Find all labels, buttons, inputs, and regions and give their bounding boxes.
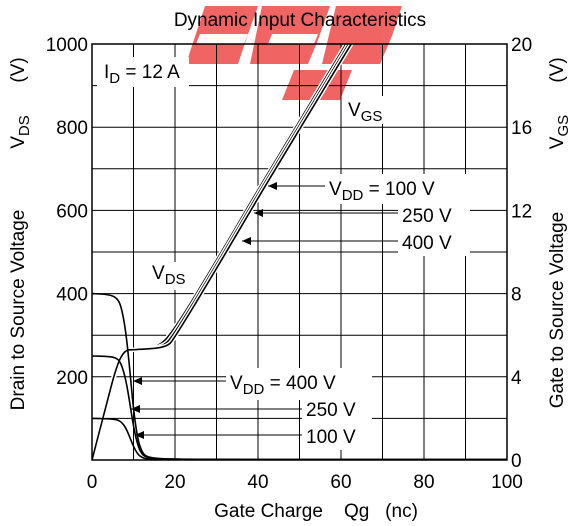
tick-labels: 0 20 40 60 80 100 200 400 600 800 1000 0 4 8 12 16 20 xyxy=(46,35,532,493)
x-tick-label: 100 xyxy=(491,472,523,493)
y-left-tick-label: 400 xyxy=(56,285,88,306)
condition-sub: D xyxy=(109,70,120,87)
y-right-tick-label: 20 xyxy=(511,35,532,56)
svg-text:VGS: VGS xyxy=(547,115,572,149)
right-axis-label: Gate to Source Voltage xyxy=(547,212,568,408)
svg-text:VDS: VDS xyxy=(8,115,33,149)
vdd-upper-second: 250 V xyxy=(402,206,452,227)
left-axis-symbol: VDS xyxy=(8,115,33,149)
vdd-lower-prefix: V xyxy=(230,373,243,394)
y-left-tick-label: 600 xyxy=(56,201,88,222)
chart-title: Dynamic Input Characteristics xyxy=(174,10,426,31)
grid-lines xyxy=(91,43,508,461)
right-axis-symbol-v: V xyxy=(547,136,568,149)
y-right-tick-label: 12 xyxy=(511,201,532,222)
vdd-upper-first: VDD = 100 V xyxy=(329,179,435,204)
right-axis-unit-text: V xyxy=(547,63,568,76)
svg-text:(V): (V) xyxy=(547,57,568,82)
svg-text:(V): (V) xyxy=(8,57,29,82)
condition-symbol: I xyxy=(104,62,109,83)
vgs-label-bg xyxy=(344,96,398,124)
condition-label: ID = 12 A xyxy=(104,62,180,87)
vdd-lower-annotations: VDD = 400 V 250 V 100 V xyxy=(131,368,372,450)
y-left-tick-label: 800 xyxy=(56,118,88,139)
vds-label-v: V xyxy=(152,263,165,284)
series-line-2 xyxy=(92,44,353,460)
left-axis-label: Drain to Source Voltage xyxy=(8,210,29,411)
plot-frame xyxy=(91,43,508,461)
y-left-tick-label: 200 xyxy=(56,368,88,389)
vdd-upper-first-value: = 100 V xyxy=(363,179,435,200)
y-left-tick-label: 1000 xyxy=(46,35,88,56)
right-axis-symbol: VGS xyxy=(547,115,572,149)
vdd-upper-annotations: VDD = 100 V 250 V 400 V xyxy=(242,174,470,256)
right-axis-unit: (V) xyxy=(547,57,568,82)
y-right-tick-label: 4 xyxy=(511,368,522,389)
vdd-lower-second: 250 V xyxy=(306,400,356,421)
right-axis-symbol-sub: GS xyxy=(555,115,572,137)
vgs-label-v: V xyxy=(348,100,361,121)
left-axis-unit-text: V xyxy=(8,63,29,76)
y-right-tick-label: 8 xyxy=(511,285,522,306)
x-axis-label: Gate Charge Qg (nc) xyxy=(214,501,418,522)
vgs-label-sub: GS xyxy=(361,108,383,125)
left-axis-unit: (V) xyxy=(8,57,29,82)
left-axis-symbol-v: V xyxy=(8,136,29,149)
vdd-lower-third: 100 V xyxy=(306,427,356,448)
condition-value: = 12 A xyxy=(120,62,180,83)
y-right-tick-label: 16 xyxy=(511,118,532,139)
vgs-label: VGS xyxy=(348,100,382,125)
vdd-upper-third: 400 V xyxy=(402,233,452,254)
vds-label-bg xyxy=(148,262,198,290)
y-right-tick-label: 0 xyxy=(511,451,522,472)
left-axis-symbol-sub: DS xyxy=(16,115,33,136)
vds-label-sub: DS xyxy=(165,271,186,288)
x-tick-label: 0 xyxy=(87,472,98,493)
vdd-lower-first-value: = 400 V xyxy=(264,373,336,394)
x-tick-label: 80 xyxy=(413,472,434,493)
vds-label: VDS xyxy=(152,263,186,288)
x-tick-label: 60 xyxy=(330,472,351,493)
vdd-upper-prefix: V xyxy=(329,179,342,200)
x-tick-label: 40 xyxy=(247,472,268,493)
vdd-upper-sub: DD xyxy=(342,187,364,204)
vdd-lower-first: VDD = 400 V xyxy=(230,373,336,398)
x-tick-label: 20 xyxy=(164,472,185,493)
vdd-lower-sub: DD xyxy=(243,381,265,398)
condition-box xyxy=(97,57,189,87)
